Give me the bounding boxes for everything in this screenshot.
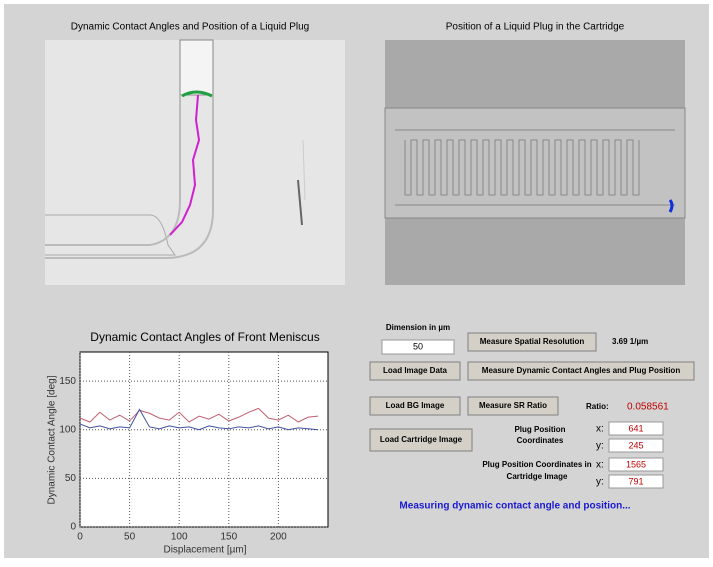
x-axis-label: Displacement [µm] — [163, 545, 246, 556]
label: Ratio: — [586, 402, 609, 411]
label: x: — [596, 424, 604, 435]
x-tick-label: 150 — [220, 532, 237, 543]
field — [608, 457, 664, 472]
status-text: Measuring dynamic contact angle and posi… — [399, 501, 630, 512]
label: Dimension in µm — [386, 323, 450, 332]
button-label[interactable]: Load BG Image — [386, 401, 445, 410]
label: y: — [596, 441, 604, 452]
y-tick-label: 150 — [59, 376, 76, 387]
x-tick-label: 50 — [124, 532, 136, 543]
button-label[interactable]: Measure Dynamic Contact Angles and Plug … — [482, 366, 681, 375]
button[interactable]: Load Image Data — [369, 361, 461, 381]
chart: 0 50 100 150 0 50 100 150 200 — [59, 352, 328, 543]
field — [608, 421, 664, 436]
button-label[interactable]: Measure SR Ratio — [479, 401, 547, 410]
x-tick-label: 0 — [77, 532, 83, 543]
button-label[interactable]: Load Cartridge Image — [380, 435, 463, 444]
y-axis-label: Dynamic Contact Angle [deg] — [47, 375, 58, 504]
input[interactable] — [381, 339, 455, 355]
button-label[interactable]: Load Image Data — [383, 366, 448, 375]
value: 245 — [628, 440, 643, 450]
value: 641 — [628, 423, 643, 433]
label: Plug Position — [514, 425, 565, 434]
value: 1565 — [626, 459, 646, 469]
button[interactable]: Measure Spatial Resolution — [467, 332, 597, 352]
value: 0.058561 — [627, 402, 669, 413]
y-tick-label: 100 — [59, 424, 76, 435]
button[interactable]: Measure Dynamic Contact Angles and Plug … — [467, 361, 695, 381]
button[interactable]: Measure SR Ratio — [467, 396, 559, 416]
label: Coordinates — [517, 436, 564, 445]
field — [608, 474, 664, 489]
input-value[interactable]: 50 — [413, 341, 423, 351]
plug-image — [45, 39, 345, 285]
field — [608, 438, 664, 453]
data-line — [79, 408, 319, 431]
y-tick-label: 50 — [65, 473, 77, 484]
cartridge-image — [384, 40, 686, 285]
x-tick-label: 100 — [171, 532, 188, 543]
label: Plug Position Coordinates in — [482, 460, 591, 469]
panel-title: Position of a Liquid Plug in the Cartrid… — [446, 22, 625, 33]
label: Cartridge Image — [507, 472, 568, 481]
plot-area — [79, 351, 329, 528]
chart-title: Dynamic Contact Angles of Front Meniscus — [90, 330, 319, 344]
x-tick-label: 200 — [270, 532, 287, 543]
label: y: — [596, 477, 604, 488]
label: x: — [596, 460, 604, 471]
button[interactable]: Load Cartridge Image — [369, 428, 473, 452]
button[interactable]: Load BG Image — [369, 396, 461, 416]
value: 791 — [628, 476, 643, 486]
data-line — [79, 407, 319, 423]
value: 3.69 1/µm — [612, 337, 648, 346]
button-label[interactable]: Measure Spatial Resolution — [480, 337, 585, 346]
y-tick-label: 0 — [70, 522, 76, 533]
panel-title: Dynamic Contact Angles and Position of a… — [71, 22, 309, 33]
